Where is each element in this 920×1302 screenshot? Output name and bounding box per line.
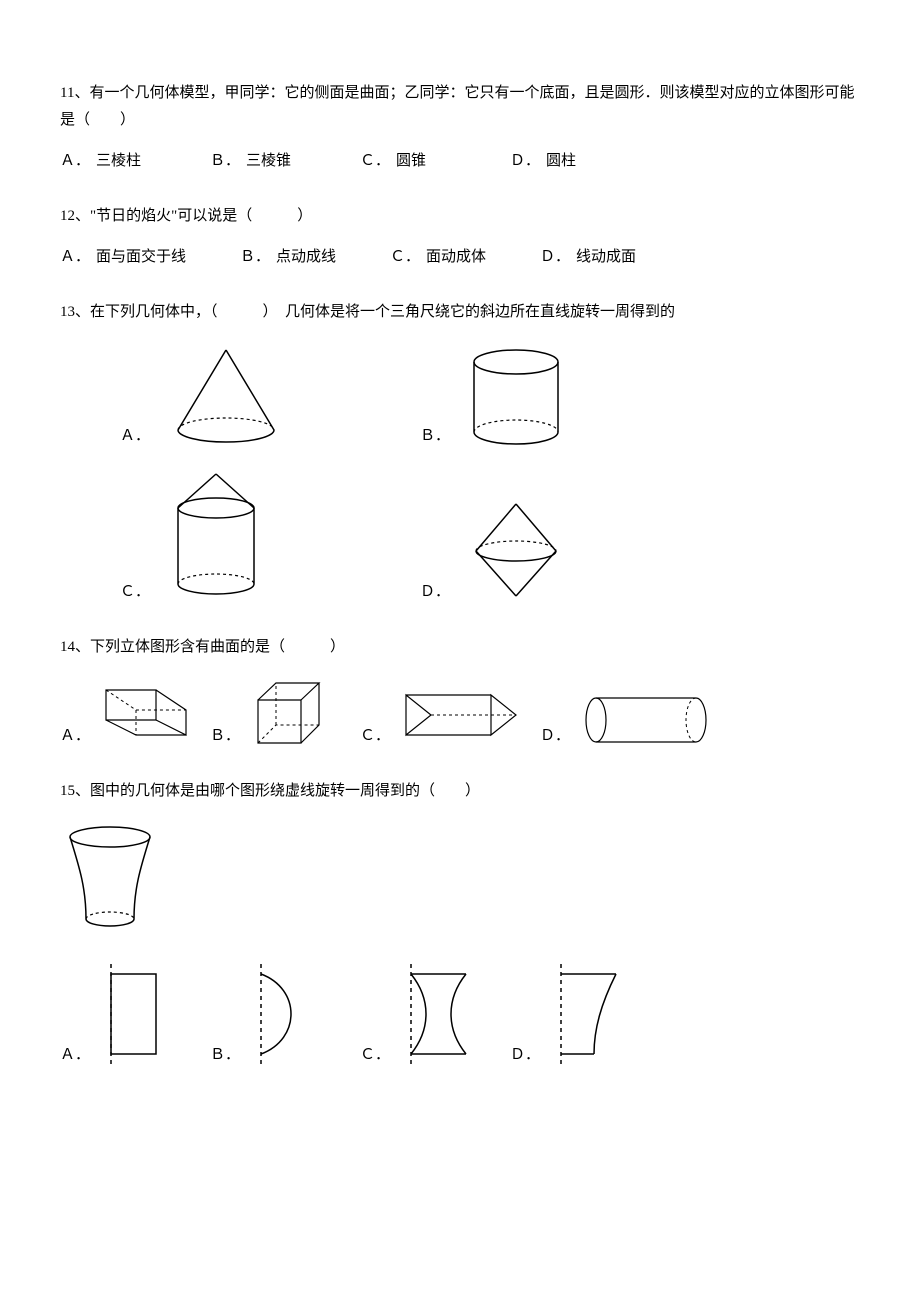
q11-opt-d-text: 圆柱 [546, 148, 576, 175]
q12-opt-a: Ａ．面与面交于线 [60, 244, 240, 271]
q11-opt-c-label: Ｃ． [360, 148, 390, 175]
question-13-text: 13、在下列几何体中，（ ） 几何体是将一个三角尺绕它的斜边所在直线旋转一周得到… [60, 299, 860, 326]
q12-opt-d-text: 线动成面 [576, 244, 636, 271]
question-11: 11、有一个几何体模型，甲同学：它的侧面是曲面；乙同学：它只有一个底面，且是圆形… [60, 80, 860, 175]
q15-stem-figure [60, 819, 860, 939]
q13-opt-a: Ａ． [60, 340, 420, 450]
q14-opt-c: Ｃ． [360, 680, 540, 750]
profile-hourglass-icon [396, 959, 486, 1069]
question-15-text: 15、图中的几何体是由哪个图形绕虚线旋转一周得到的（ ） [60, 778, 860, 805]
q15-opt-d-label: Ｄ． [510, 1042, 540, 1069]
q13-opt-b: Ｂ． [420, 340, 576, 450]
triangular-prism-icon [396, 680, 526, 750]
q11-opt-a: Ａ．三棱柱 [60, 148, 210, 175]
q14-number: 14、 [60, 639, 90, 655]
q12-opt-a-text: 面与面交于线 [96, 244, 186, 271]
q15-opt-c-label: Ｃ． [360, 1042, 390, 1069]
q13-opt-b-label: Ｂ． [420, 423, 450, 450]
q13-opt-d: Ｄ． [420, 496, 576, 606]
q13-row1: Ａ． Ｂ． [60, 340, 860, 450]
q14-opt-d: Ｄ． [540, 690, 716, 750]
question-12: 12、"节日的焰火"可以说是（ ） Ａ．面与面交于线 Ｂ．点动成线 Ｃ．面动成体… [60, 203, 860, 271]
q15-options: Ａ． Ｂ． Ｃ． Ｄ． [60, 959, 860, 1069]
q11-body: 有一个几何体模型，甲同学：它的侧面是曲面；乙同学：它只有一个底面，且是圆形．则该… [60, 85, 854, 128]
q13-body: 在下列几何体中，（ ） 几何体是将一个三角尺绕它的斜边所在直线旋转一周得到的 [90, 304, 675, 320]
cone-icon [156, 340, 296, 450]
q12-body: "节日的焰火"可以说是（ ） [90, 208, 312, 224]
q11-opt-d-label: Ｄ． [510, 148, 540, 175]
q14-opt-c-label: Ｃ． [360, 723, 390, 750]
bicone-icon [456, 496, 576, 606]
q15-number: 15、 [60, 783, 90, 799]
q13-opt-c-label: Ｃ． [120, 579, 150, 606]
q12-opt-b-label: Ｂ． [240, 244, 270, 271]
q11-opt-b-label: Ｂ． [210, 148, 240, 175]
q13-opt-c: Ｃ． [60, 466, 420, 606]
cone-on-cylinder-icon [156, 466, 276, 606]
question-13: 13、在下列几何体中，（ ） 几何体是将一个三角尺绕它的斜边所在直线旋转一周得到… [60, 299, 860, 606]
q12-number: 12、 [60, 208, 90, 224]
question-12-text: 12、"节日的焰火"可以说是（ ） [60, 203, 860, 230]
wedge-prism-icon [96, 680, 196, 750]
profile-flare-icon [546, 959, 636, 1069]
question-15: 15、图中的几何体是由哪个图形绕虚线旋转一周得到的（ ） Ａ． Ｂ． [60, 778, 860, 1069]
q11-opt-c-text: 圆锥 [396, 148, 426, 175]
q12-opt-d-label: Ｄ． [540, 244, 570, 271]
q13-opt-a-label: Ａ． [120, 423, 150, 450]
q11-opt-a-label: Ａ． [60, 148, 90, 175]
horizontal-cylinder-icon [576, 690, 716, 750]
q14-opt-a: Ａ． [60, 680, 210, 750]
q12-opt-c-text: 面动成体 [426, 244, 486, 271]
q12-opt-a-label: Ａ． [60, 244, 90, 271]
q15-body: 图中的几何体是由哪个图形绕虚线旋转一周得到的（ ） [90, 783, 480, 799]
q15-opt-c: Ｃ． [360, 959, 510, 1069]
q13-row2: Ｃ． Ｄ． [60, 466, 860, 606]
q13-number: 13、 [60, 304, 90, 320]
profile-rect-icon [96, 959, 176, 1069]
q13-opt-d-label: Ｄ． [420, 579, 450, 606]
question-14: 14、下列立体图形含有曲面的是（ ） Ａ． Ｂ． Ｃ． [60, 634, 860, 750]
q12-opt-c-label: Ｃ． [390, 244, 420, 271]
q11-opt-d: Ｄ．圆柱 [510, 148, 576, 175]
q11-opt-b: Ｂ．三棱锥 [210, 148, 360, 175]
q15-opt-a-label: Ａ． [60, 1042, 90, 1069]
q14-opt-b: Ｂ． [210, 675, 360, 750]
q15-opt-d: Ｄ． [510, 959, 636, 1069]
q15-opt-b: Ｂ． [210, 959, 360, 1069]
q12-opt-c: Ｃ．面动成体 [390, 244, 540, 271]
q12-opt-d: Ｄ．线动成面 [540, 244, 636, 271]
q11-opt-b-text: 三棱锥 [246, 148, 291, 175]
q11-opt-c: Ｃ．圆锥 [360, 148, 510, 175]
cylinder-icon [456, 340, 576, 450]
q12-opt-b: Ｂ．点动成线 [240, 244, 390, 271]
q11-options: Ａ．三棱柱 Ｂ．三棱锥 Ｃ．圆锥 Ｄ．圆柱 [60, 148, 860, 175]
profile-convex-icon [246, 959, 326, 1069]
q14-opt-b-label: Ｂ． [210, 723, 240, 750]
q14-body: 下列立体图形含有曲面的是（ ） [90, 639, 345, 655]
q14-options: Ａ． Ｂ． Ｃ． [60, 675, 860, 750]
q12-opt-b-text: 点动成线 [276, 244, 336, 271]
q14-opt-d-label: Ｄ． [540, 723, 570, 750]
vase-solid-icon [60, 819, 160, 939]
q15-opt-b-label: Ｂ． [210, 1042, 240, 1069]
q14-opt-a-label: Ａ． [60, 723, 90, 750]
q11-opt-a-text: 三棱柱 [96, 148, 141, 175]
q15-opt-a: Ａ． [60, 959, 210, 1069]
question-14-text: 14、下列立体图形含有曲面的是（ ） [60, 634, 860, 661]
q11-number: 11、 [60, 85, 89, 101]
q12-options: Ａ．面与面交于线 Ｂ．点动成线 Ｃ．面动成体 Ｄ．线动成面 [60, 244, 860, 271]
cube-icon [246, 675, 336, 750]
question-11-text: 11、有一个几何体模型，甲同学：它的侧面是曲面；乙同学：它只有一个底面，且是圆形… [60, 80, 860, 134]
